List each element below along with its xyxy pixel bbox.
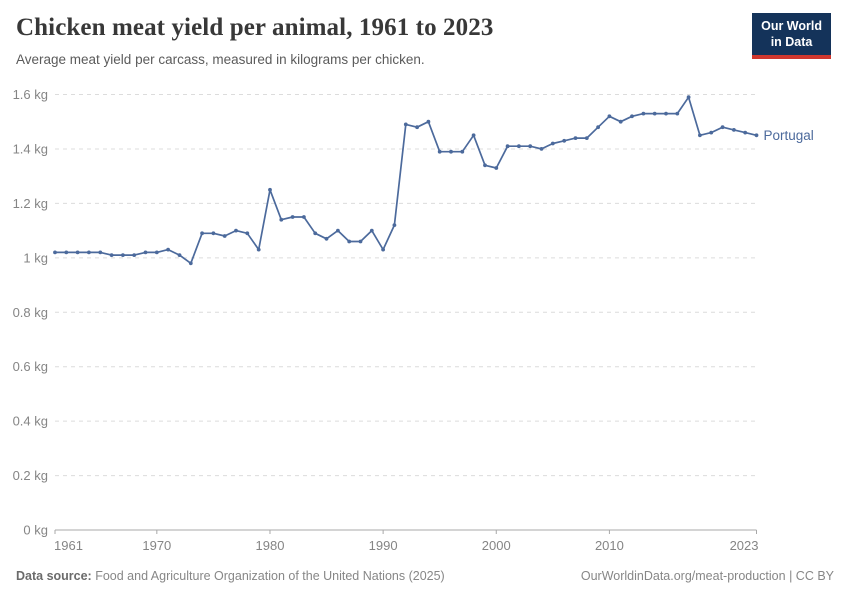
chart-footer: Data source: Food and Agriculture Organi… [16, 569, 834, 583]
svg-text:1.4 kg: 1.4 kg [13, 141, 48, 156]
data-source-text: Food and Agriculture Organization of the… [91, 569, 445, 583]
owid-logo[interactable]: Our World in Data [752, 13, 831, 59]
x-axis [54, 529, 757, 534]
svg-text:0.4 kg: 0.4 kg [13, 414, 48, 429]
svg-text:0.8 kg: 0.8 kg [13, 305, 48, 320]
data-source-label: Data source: [16, 569, 92, 583]
data-source-note: Data source: Food and Agriculture Organi… [16, 569, 445, 583]
svg-text:0.6 kg: 0.6 kg [13, 359, 48, 374]
owid-logo-line2: in Data [770, 35, 813, 50]
svg-text:2023: 2023 [730, 538, 759, 553]
y-gridlines [55, 94, 757, 477]
svg-text:1980: 1980 [256, 538, 285, 553]
credit-note: OurWorldinData.org/meat-production | CC … [581, 569, 834, 583]
svg-text:0.2 kg: 0.2 kg [13, 468, 48, 483]
svg-text:2000: 2000 [482, 538, 511, 553]
svg-text:1.2 kg: 1.2 kg [13, 196, 48, 211]
svg-text:1990: 1990 [369, 538, 398, 553]
svg-text:2010: 2010 [595, 538, 624, 553]
license-text: | CC BY [785, 569, 834, 583]
x-axis-labels: 1961 1970 1980 1990 2000 2010 2023 [54, 538, 759, 553]
owid-url-link[interactable]: OurWorldinData.org/meat-production [580, 569, 786, 583]
entity-label: Portugal [764, 128, 814, 143]
svg-text:1970: 1970 [142, 538, 171, 553]
svg-text:1 kg: 1 kg [23, 250, 48, 265]
series-line-portugal [54, 96, 758, 265]
svg-text:1.6 kg: 1.6 kg [13, 87, 48, 102]
page-title: Chicken meat yield per animal, 1961 to 2… [16, 14, 494, 41]
owid-logo-line1: Our World [761, 19, 822, 33]
series-points-portugal [53, 95, 759, 266]
line-chart-canvas[interactable]: 0 kg 0.2 kg 0.4 kg 0.6 kg 0.8 kg 1 kg 1.2 kg 1.… [0, 0, 850, 560]
chart-subtitle: Average meat yield per carcass, measured… [16, 52, 425, 67]
svg-text:0 kg: 0 kg [23, 523, 48, 538]
y-axis-labels: 0 kg 0.2 kg 0.4 kg 0.6 kg 0.8 kg 1 kg 1.2 kg 1.… [13, 87, 48, 538]
svg-text:1961: 1961 [54, 538, 83, 553]
